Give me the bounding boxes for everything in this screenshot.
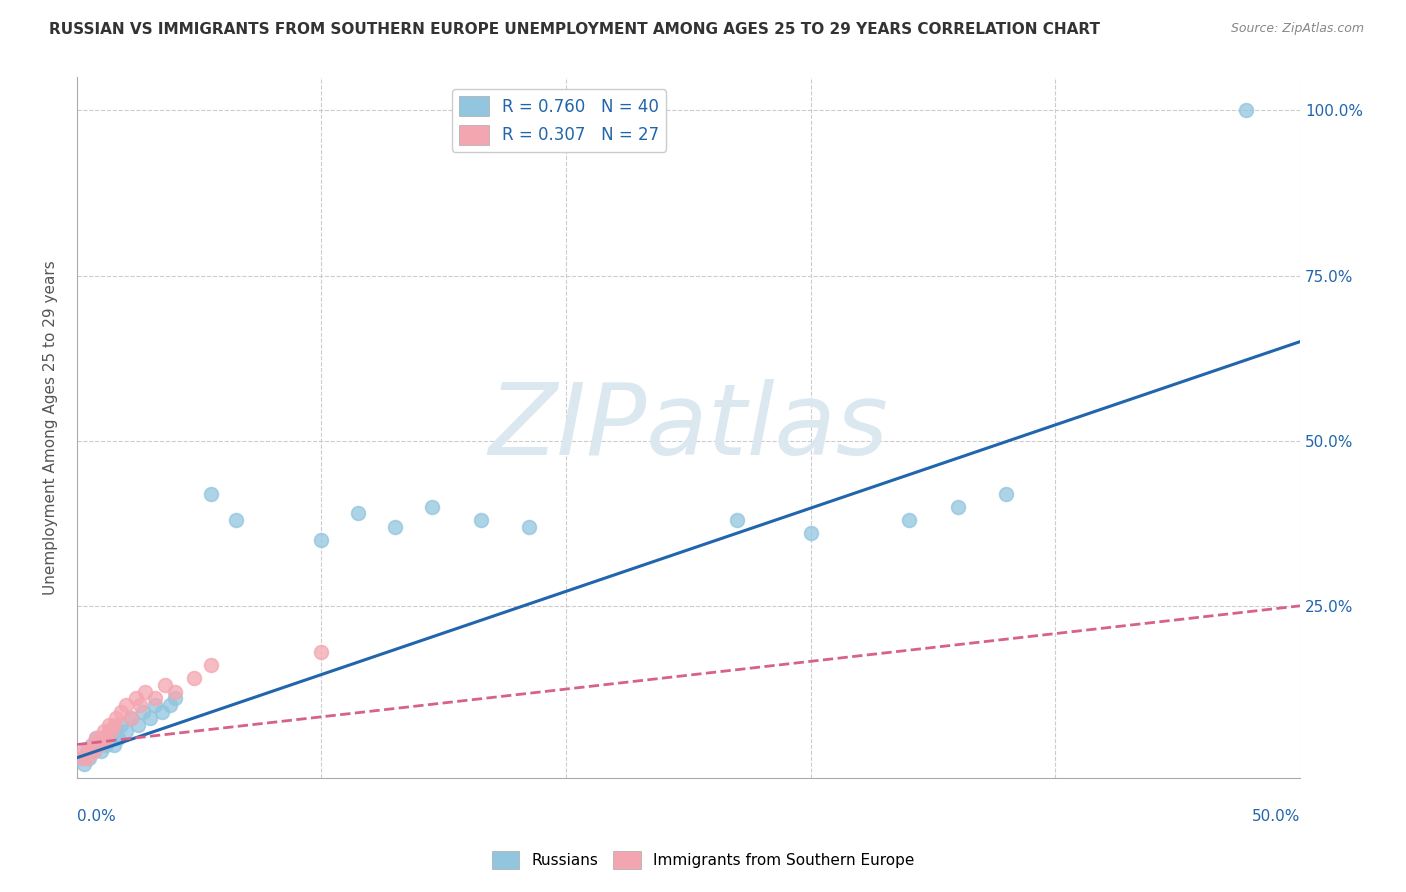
Point (946, 500, 969, 514)
Point (97, 724, 120, 739)
Point (110, 717, 132, 731)
Point (83, 744, 105, 758)
Point (70, 751, 93, 765)
Point (76, 744, 98, 758)
Point (76, 751, 98, 765)
Point (159, 698, 181, 712)
Point (124, 691, 146, 706)
Point (73, 757, 96, 772)
Point (311, 533, 333, 547)
Point (897, 513, 920, 527)
Point (114, 698, 136, 712)
Point (87, 738, 110, 752)
Point (105, 711, 128, 725)
Point (107, 731, 129, 745)
Point (183, 672, 205, 686)
Point (163, 684, 186, 698)
Point (93, 724, 115, 739)
Point (139, 711, 162, 725)
Point (420, 500, 443, 514)
Point (100, 724, 122, 739)
Legend: Russians, Immigrants from Southern Europe: Russians, Immigrants from Southern Europ… (485, 845, 921, 875)
Point (90, 731, 112, 745)
Point (96, 738, 118, 752)
Point (87, 738, 110, 752)
Point (80, 738, 103, 752)
Point (519, 519, 541, 533)
Text: RUSSIAN VS IMMIGRANTS FROM SOUTHERN EUROPE UNEMPLOYMENT AMONG AGES 25 TO 29 YEAR: RUSSIAN VS IMMIGRANTS FROM SOUTHERN EURO… (49, 22, 1101, 37)
Point (114, 724, 136, 739)
Point (120, 711, 142, 725)
Point (470, 513, 492, 527)
Text: 0.0%: 0.0% (77, 809, 115, 824)
Point (103, 717, 125, 731)
Point (200, 658, 222, 673)
Point (110, 705, 132, 719)
Point (86, 731, 108, 745)
Point (225, 513, 247, 527)
Y-axis label: Unemployment Among Ages 25 to 29 years: Unemployment Among Ages 25 to 29 years (44, 260, 58, 595)
Point (77, 751, 100, 765)
Point (384, 519, 406, 533)
Text: ZIPatlas: ZIPatlas (488, 379, 889, 476)
Point (86, 731, 108, 745)
Point (347, 507, 370, 521)
Point (132, 705, 155, 719)
Point (725, 513, 748, 527)
Point (152, 705, 174, 719)
Point (800, 526, 823, 541)
Point (143, 698, 166, 712)
Point (80, 738, 103, 752)
Text: Source: ZipAtlas.com: Source: ZipAtlas.com (1230, 22, 1364, 36)
Point (120, 711, 142, 725)
Legend: R = 0.760   N = 40, R = 0.307   N = 27: R = 0.760 N = 40, R = 0.307 N = 27 (453, 89, 666, 152)
Point (83, 744, 105, 758)
Point (105, 724, 128, 739)
Point (90, 744, 112, 758)
Point (134, 684, 156, 698)
Point (100, 731, 122, 745)
Point (70, 751, 93, 765)
Point (1234, 103, 1257, 118)
Point (129, 698, 152, 712)
Point (163, 691, 186, 706)
Point (73, 744, 96, 758)
Point (103, 738, 125, 752)
Point (311, 645, 333, 659)
Point (77, 744, 100, 758)
Point (995, 486, 1018, 500)
Point (96, 731, 118, 745)
Point (127, 717, 149, 731)
Text: 50.0%: 50.0% (1251, 809, 1301, 824)
Point (93, 731, 115, 745)
Point (97, 717, 120, 731)
Point (143, 691, 166, 706)
Point (153, 678, 176, 692)
Point (200, 486, 222, 500)
